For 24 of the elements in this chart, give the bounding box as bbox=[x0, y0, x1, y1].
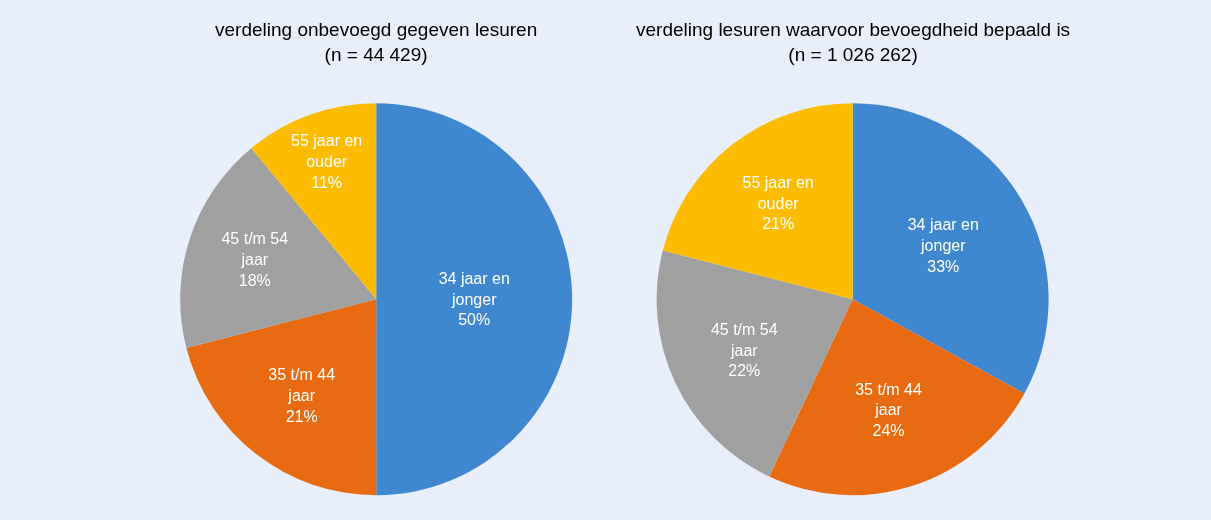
data-label: 50% bbox=[458, 311, 491, 329]
data-label: 33% bbox=[927, 257, 960, 275]
pie-slice bbox=[852, 103, 1049, 394]
slice-label: 55 jaar en ouder bbox=[742, 173, 814, 212]
pie-slice bbox=[186, 299, 377, 496]
slice-label: 34 jaar en jonger bbox=[907, 216, 979, 255]
slice-label: 35 t/m 44 jaar bbox=[268, 365, 336, 404]
data-label: 11% bbox=[311, 173, 343, 191]
slice-label: 45 t/m 54 jaar bbox=[221, 230, 289, 269]
slice-label: 35 t/m 44 jaar bbox=[855, 380, 922, 419]
pie-slice bbox=[662, 103, 853, 300]
chart-title: verdeling lesuren waarvoor bevoegdheid bepaald is (n = 1 026 262) bbox=[636, 19, 1071, 65]
data-label: 18% bbox=[238, 272, 271, 290]
slice-label: 34 jaar en jonger bbox=[438, 269, 510, 308]
data-label: 21% bbox=[762, 215, 795, 233]
chart-title: verdeling onbevoegd gegeven lesuren (n = 44 429) bbox=[215, 19, 538, 65]
slice-label: 55 jaar en ouder bbox=[291, 132, 363, 170]
data-label: 22% bbox=[728, 362, 761, 380]
pie-slice bbox=[180, 148, 377, 348]
pie-slice bbox=[656, 250, 853, 477]
pie-slice bbox=[376, 103, 572, 496]
data-label: 21% bbox=[285, 407, 318, 425]
slice-label: 45 t/m 54 jaar bbox=[710, 320, 778, 359]
data-label: 24% bbox=[872, 422, 905, 440]
